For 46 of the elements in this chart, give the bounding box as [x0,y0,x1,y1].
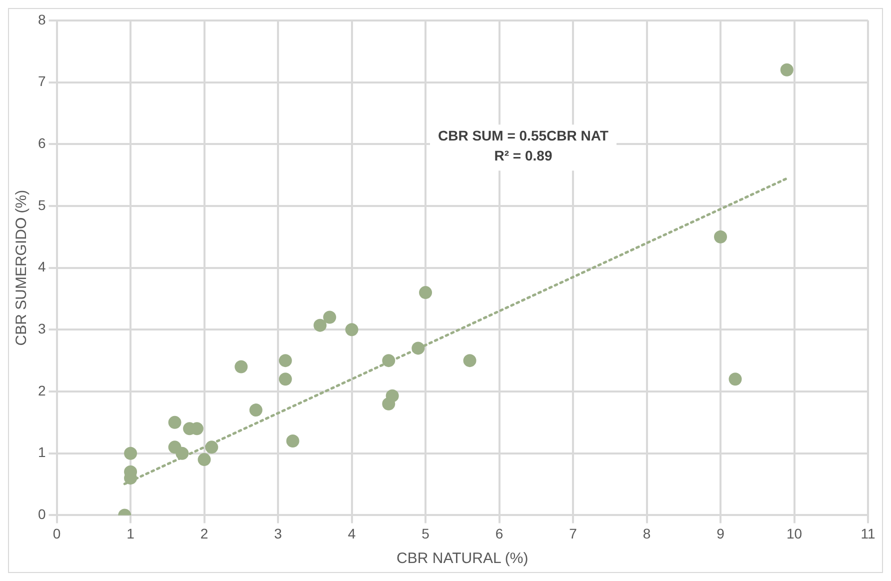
point [412,342,425,355]
point [278,354,292,368]
point [249,404,262,417]
x-tick-label: 10 [786,525,802,542]
point [323,310,336,324]
point [728,372,742,386]
x-axis-title: CBR NATURAL (%) [396,550,528,568]
y-tick-label: 8 [38,11,46,28]
point [205,440,218,454]
point [714,230,728,244]
y-axis-title: CBR SUMERGIDO (%) [13,190,30,346]
annotation: R² = 0.89 [494,148,552,164]
point [124,446,138,460]
point [382,354,396,368]
x-tick-label: 5 [422,525,430,542]
point [314,318,327,332]
y-tick-label: 2 [38,382,46,398]
point [198,453,211,466]
x-tick-label: 0 [52,525,61,542]
x-tick-label: 8 [642,525,651,542]
point [278,372,292,386]
x-tick-label: 3 [274,525,282,542]
y-tick-label: 0 [38,506,46,522]
y-tick-label: 4 [38,258,46,275]
y-tick-label: 1 [38,444,46,460]
point [345,323,358,336]
x-tick-label: 6 [495,525,504,542]
x-tick-label: 7 [569,525,578,542]
point [780,63,794,76]
point [168,416,182,429]
point [463,354,476,368]
x-tick-label: 1 [126,525,135,542]
point [176,446,189,460]
point [234,360,248,374]
point [386,389,399,402]
y-tick-label: 6 [38,134,46,151]
annotation: CBR SUM = 0.55CBR NAT [438,128,609,144]
point [286,434,300,448]
point [419,286,432,300]
y-tick-label: 7 [38,73,46,90]
x-tick-label: 2 [200,525,208,542]
x-tick-label: 9 [716,525,725,542]
y-tick-label: 5 [38,196,46,213]
x-tick-label: 4 [348,525,356,542]
x-tick-label: 11 [860,525,876,542]
y-tick-label: 3 [38,320,46,337]
